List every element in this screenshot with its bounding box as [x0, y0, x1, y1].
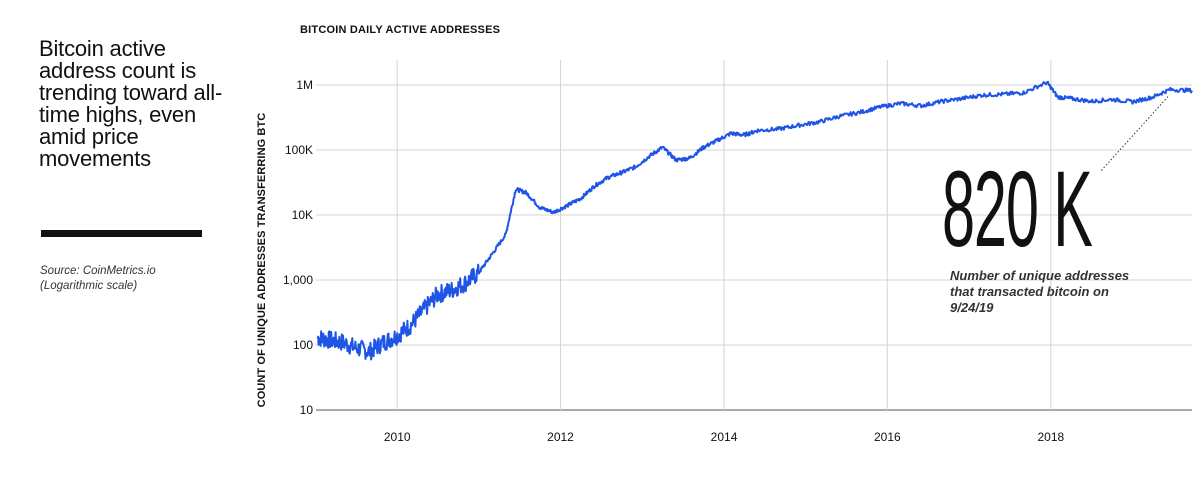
x-tick-labels: 2010 2012 2014 2016 2018 — [384, 430, 1065, 444]
callout-leader-line — [1099, 96, 1169, 173]
y-tick-label: 1,000 — [283, 273, 313, 287]
y-tick-label: 100 — [293, 338, 313, 352]
divider — [41, 230, 202, 237]
chart-title: BITCOIN DAILY ACTIVE ADDRESSES — [300, 24, 501, 36]
y-tick-label: 100K — [285, 143, 313, 157]
scale-note: (Logarithmic scale) — [40, 280, 138, 292]
callout-value: 820 K — [942, 148, 1093, 269]
callout-text: Number of unique addresses that transact… — [950, 268, 1130, 315]
x-tick-label: 2018 — [1037, 430, 1064, 444]
x-tick-label: 2014 — [711, 430, 738, 444]
x-tick-label: 2012 — [547, 430, 574, 444]
source-text: Source: CoinMetrics.io — [40, 265, 156, 277]
series-line — [316, 80, 1193, 361]
y-tick-label: 1M — [296, 78, 313, 92]
x-tick-label: 2016 — [874, 430, 901, 444]
x-tick-label: 2010 — [384, 430, 411, 444]
y-tick-label: 10 — [300, 403, 314, 417]
y-tick-labels: 10 100 1,000 10K 100K 1M — [283, 78, 313, 417]
y-tick-label: 10K — [292, 208, 313, 222]
headline: Bitcoin active address count is trending… — [39, 36, 223, 171]
source-note: Source: CoinMetrics.io (Logarithmic scal… — [40, 264, 230, 294]
series — [316, 80, 1193, 361]
